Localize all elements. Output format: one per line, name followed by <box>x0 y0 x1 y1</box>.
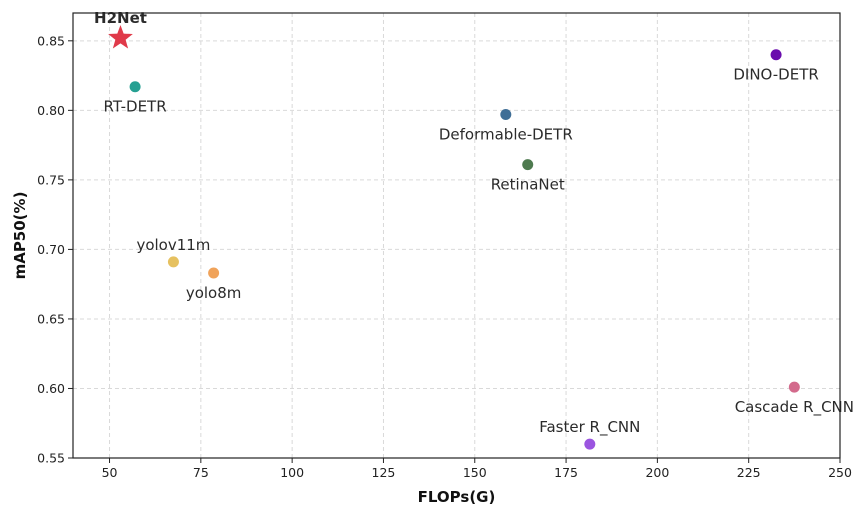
x-tick-label: 75 <box>193 465 209 480</box>
x-tick-label: 175 <box>554 465 578 480</box>
y-tick-label: 0.85 <box>37 33 65 48</box>
label-faster-r-cnn: Faster R_CNN <box>539 418 640 437</box>
point-h2net <box>108 25 133 49</box>
label-retinanet: RetinaNet <box>491 176 565 194</box>
labels-layer: H2Net RT-DETR DINO-DETR Deformable-DETR Reti… <box>94 9 854 437</box>
plot-frame <box>72 12 841 459</box>
y-tick-label: 0.60 <box>37 381 65 396</box>
point-deformable-detr <box>500 109 512 121</box>
grid-layer <box>73 13 841 459</box>
x-tick-label: 200 <box>645 465 669 480</box>
x-axis-title: FLOPs(G) <box>418 488 496 506</box>
label-rt-detr: RT-DETR <box>104 98 167 116</box>
y-axis-title: mAP50(%) <box>11 192 29 280</box>
y-tick-label: 0.70 <box>37 242 65 257</box>
point-retinanet <box>522 159 534 171</box>
x-tick-label: 100 <box>280 465 304 480</box>
x-tick-label: 250 <box>828 465 852 480</box>
label-deformable-detr: Deformable-DETR <box>439 126 573 144</box>
point-dino-detr <box>770 49 782 61</box>
x-tick-label: 125 <box>372 465 396 480</box>
point-rt-detr <box>129 81 141 93</box>
point-yolo8m <box>208 267 220 279</box>
point-faster-r-cnn <box>584 438 596 450</box>
label-yolo8m: yolo8m <box>186 284 242 302</box>
point-yolov11m <box>167 256 179 268</box>
y-tick-label: 0.65 <box>37 311 65 326</box>
points-layer <box>108 25 800 450</box>
y-tick-label: 0.55 <box>37 451 65 466</box>
x-tick-label: 225 <box>737 465 761 480</box>
point-cascade-r-cnn <box>788 381 800 393</box>
ticks-layer: 50 75 100 125 150 175 200 225 250 0.55 0.60 0.65 0.7… <box>37 33 852 480</box>
x-tick-label: 150 <box>463 465 487 480</box>
label-dino-detr: DINO-DETR <box>733 66 818 84</box>
label-h2net: H2Net <box>94 9 147 27</box>
label-yolov11m: yolov11m <box>136 236 210 254</box>
y-tick-label: 0.80 <box>37 103 65 118</box>
x-tick-label: 50 <box>102 465 118 480</box>
label-cascade-r-cnn: Cascade R_CNN <box>735 398 854 417</box>
y-tick-label: 0.75 <box>37 172 65 187</box>
